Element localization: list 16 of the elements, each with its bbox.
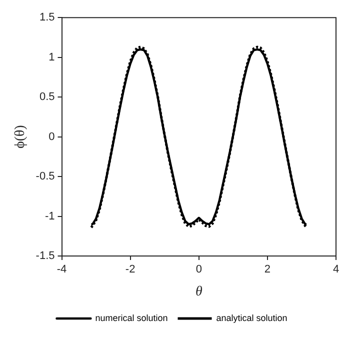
y-tick-label: 1.5 [39,12,55,24]
y-tick-label: -1 [44,210,55,222]
legend-label: analytical solution [216,312,288,323]
x-tick-label: 0 [196,264,202,276]
legend-label: numerical solution [95,312,168,323]
y-tick-label: -0.5 [36,170,55,183]
y-tick-label: 0 [48,130,55,143]
y-tick-label: 1 [48,51,55,64]
x-tick-label: 4 [332,264,340,276]
x-tick-label: -4 [56,264,67,276]
y-tick-label: -1.5 [36,250,55,262]
y-tick-label: 0.5 [39,91,55,104]
y-axis-title: ϕ(θ) [13,124,28,149]
x-tick-label: -2 [125,264,136,276]
x-axis-title: θ [195,284,202,300]
x-tick-label: 2 [264,264,270,276]
